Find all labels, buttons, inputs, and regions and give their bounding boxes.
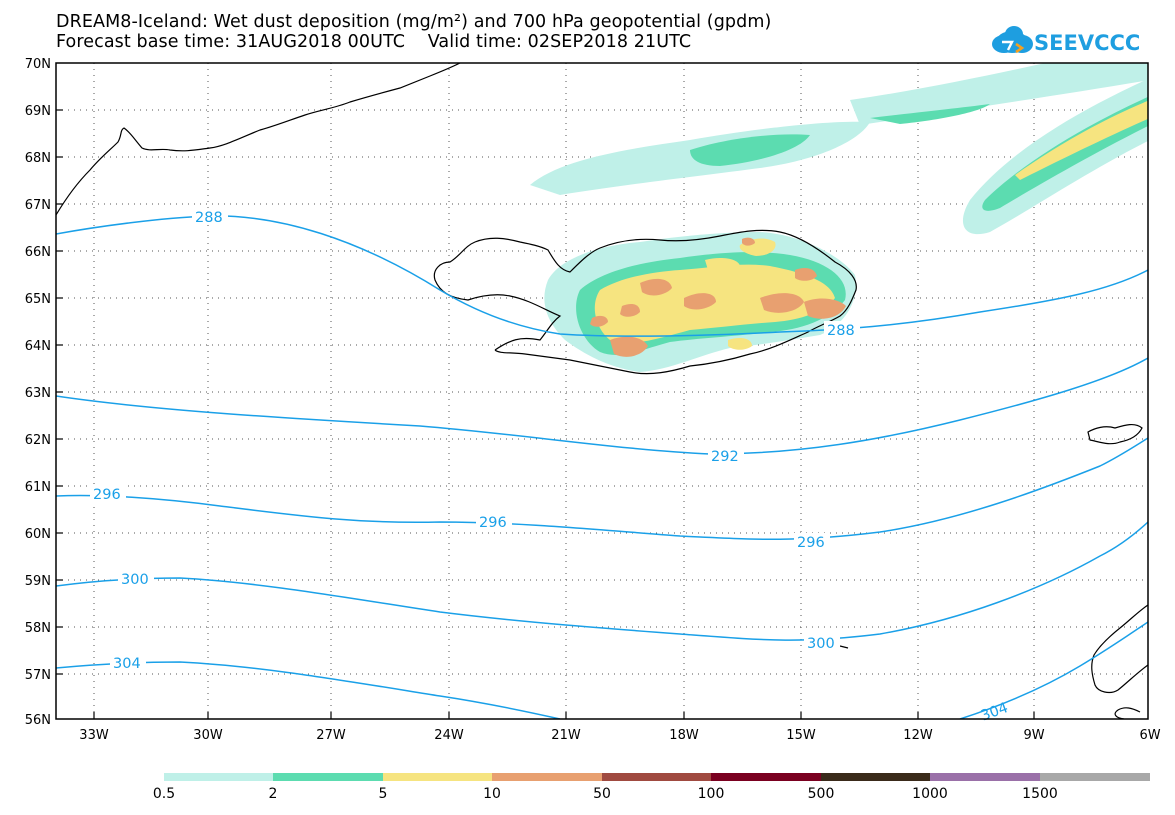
lat-label: 61N: [25, 480, 51, 495]
lat-label: 60N: [25, 527, 51, 542]
lat-label: 59N: [25, 574, 51, 589]
lat-label: 69N: [25, 104, 51, 119]
dust-field-north-band: [530, 63, 1148, 235]
contour-label-296-east: 296: [797, 535, 825, 551]
contour-label-304-west: 304: [113, 656, 141, 672]
lon-label: 27W: [316, 728, 346, 743]
lat-label: 67N: [25, 198, 51, 213]
colorbar-cell: [930, 773, 1040, 781]
colorbar-label: 1500: [1022, 786, 1058, 802]
coastlines: [56, 63, 1148, 719]
contour-label-296-west: 296: [93, 487, 121, 503]
latitude-labels: 56N 57N 58N 59N 60N 61N 62N 63N 64N 65N …: [25, 57, 51, 728]
contour-labels: 288 288 292 296 296 296 300 300 304 304: [90, 208, 1010, 725]
lat-label: 57N: [25, 668, 51, 683]
seevccc-logo: SEEVCCC: [992, 26, 1140, 55]
colorbar-label: 5: [378, 786, 388, 802]
contour-label-300-west: 300: [121, 572, 149, 588]
lon-label: 12W: [903, 728, 933, 743]
dust-field-iceland: [544, 232, 856, 372]
colorbar-cell: [164, 773, 273, 781]
colorbar-cell: [492, 773, 602, 781]
lon-label: 21W: [551, 728, 581, 743]
lat-label: 63N: [25, 386, 51, 401]
lon-label: 33W: [79, 728, 109, 743]
title-line-2: Forecast base time: 31AUG2018 00UTC Vali…: [56, 32, 692, 52]
colorbar-label: 50: [593, 786, 611, 802]
colorbar-cell: [711, 773, 821, 781]
contour-label-288-west: 288: [195, 210, 223, 226]
colorbar-cell: [383, 773, 492, 781]
contour-label-300-east: 300: [807, 636, 835, 652]
colorbar-label: 100: [697, 786, 725, 802]
lon-label: 6W: [1139, 728, 1160, 743]
contour-label-296-mid: 296: [479, 515, 507, 531]
map-frame: [55, 62, 1149, 720]
lat-label: 65N: [25, 292, 51, 307]
lon-label: 30W: [193, 728, 223, 743]
lon-label: 15W: [786, 728, 816, 743]
lat-label: 68N: [25, 151, 51, 166]
contour-label-292: 292: [711, 449, 739, 465]
colorbar-label: 500: [807, 786, 835, 802]
colorbar-label: 0.5: [152, 786, 176, 802]
colorbar-cell: [273, 773, 383, 781]
lon-label: 18W: [669, 728, 699, 743]
lat-label: 70N: [25, 57, 51, 72]
lat-label: 62N: [25, 433, 51, 448]
lat-label: 64N: [25, 339, 51, 354]
lat-label: 66N: [25, 245, 51, 260]
lat-label: 56N: [25, 713, 51, 728]
geopotential-contours: [56, 215, 1148, 719]
longitude-labels: 33W 30W 27W 24W 21W 18W 15W 12W 9W 6W: [79, 728, 1160, 743]
contour-label-288-east: 288: [827, 323, 855, 339]
colorbar-label: 10: [483, 786, 501, 802]
lon-label: 24W: [434, 728, 464, 743]
title-line-1: DREAM8-Iceland: Wet dust deposition (mg/…: [56, 12, 772, 32]
svg-text:SEEVCCC: SEEVCCC: [1034, 31, 1140, 55]
colorbar-cell: [1040, 773, 1150, 781]
lon-label: 9W: [1023, 728, 1044, 743]
colorbar-label: 2: [268, 786, 278, 802]
tick-marks: [56, 109, 1035, 719]
contour-label-304-east: 304: [979, 700, 1010, 725]
colorbar-cell: [821, 773, 930, 781]
colorbar-cell: [602, 773, 711, 781]
lat-label: 58N: [25, 621, 51, 636]
colorbar-label: 1000: [912, 786, 948, 802]
